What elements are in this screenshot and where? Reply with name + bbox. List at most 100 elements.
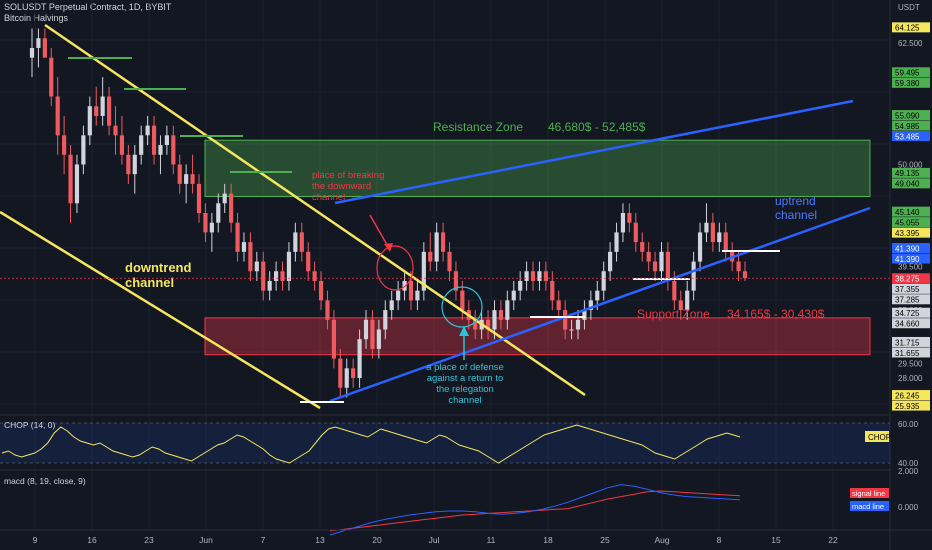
macd-tick: 0.000 xyxy=(898,503,919,512)
candle-body xyxy=(184,174,189,184)
candle-body xyxy=(261,261,266,291)
candle-body xyxy=(351,368,356,379)
price-tag: 59.380 xyxy=(892,77,930,88)
price-axis-tick: 50.000 xyxy=(898,160,923,169)
candle xyxy=(177,154,182,194)
candle xyxy=(376,319,381,359)
symbol-title[interactable]: SOLUSDT Perpetual Contract, 1D, BYBIT xyxy=(4,2,172,12)
candle-body xyxy=(742,271,748,279)
candle xyxy=(453,261,459,301)
candle-body xyxy=(106,96,112,126)
candle-body xyxy=(595,290,600,301)
time-axis-tick: 9 xyxy=(33,535,38,545)
candle-body xyxy=(338,358,343,388)
candle xyxy=(94,86,99,126)
candle xyxy=(139,125,144,165)
candle-body xyxy=(633,222,638,243)
price-tag-label: 43.395 xyxy=(895,229,920,238)
candle-body xyxy=(389,300,394,311)
candle xyxy=(569,319,574,340)
defense-label: a place of defense xyxy=(426,362,504,373)
candle-body xyxy=(447,251,452,272)
candle-body xyxy=(119,135,125,155)
candle-body xyxy=(582,310,587,320)
defense-circle xyxy=(441,286,483,328)
candle xyxy=(29,28,35,78)
candle xyxy=(312,261,317,291)
price-tag-bg xyxy=(892,110,930,121)
price-tag-label: 31.655 xyxy=(895,349,920,358)
price-tag-label: 31.715 xyxy=(895,338,920,347)
price-tag-label: 38.275 xyxy=(895,275,920,284)
candle xyxy=(171,125,176,175)
candle-body xyxy=(736,261,741,272)
candle xyxy=(697,222,703,272)
candle xyxy=(556,290,561,320)
uptrend-upper-line xyxy=(334,99,854,205)
price-tag-bg xyxy=(892,131,930,142)
defense-arrow-head xyxy=(459,326,469,336)
candle-body xyxy=(492,310,497,330)
uptrend-lower-line xyxy=(329,206,871,403)
price-tag-label: 64.125 xyxy=(895,24,920,33)
candle-body xyxy=(87,106,92,136)
candle-body xyxy=(318,280,324,301)
candle xyxy=(575,310,581,340)
candle-body xyxy=(453,271,459,291)
candle xyxy=(588,290,593,320)
candle xyxy=(318,271,324,311)
candle xyxy=(286,242,292,291)
support-label: Support Zone xyxy=(637,307,710,321)
price-tag: 45.055 xyxy=(892,217,930,227)
macd-tag-bg xyxy=(850,501,889,511)
time-axis-tick: 23 xyxy=(144,535,154,545)
chop-line xyxy=(1,424,741,464)
time-axis-tick: Jun xyxy=(199,535,213,545)
candle-body xyxy=(357,339,362,379)
candle-body xyxy=(672,280,677,301)
breaking-label: the downward xyxy=(312,181,371,192)
price-tag-bg xyxy=(892,253,930,264)
candle xyxy=(447,242,452,281)
candle-body xyxy=(286,251,292,281)
candle-body xyxy=(396,290,401,301)
candle-body xyxy=(408,280,414,301)
chop-tick: 60.00 xyxy=(898,420,919,429)
candle-body xyxy=(563,310,568,330)
candle xyxy=(415,280,420,311)
candle-body xyxy=(627,213,632,223)
candle-body xyxy=(473,319,478,330)
resistance-label: Resistance Zone xyxy=(433,120,523,134)
candle xyxy=(704,203,709,243)
candle-body xyxy=(325,300,330,320)
candle xyxy=(620,203,626,243)
indicator-label[interactable]: Bitcoin Halvings xyxy=(4,13,69,23)
candle-body xyxy=(248,242,253,272)
price-tag-bg xyxy=(892,347,930,358)
candle xyxy=(652,251,658,281)
candle-body xyxy=(608,251,613,272)
candle-body xyxy=(158,145,163,155)
candle-body xyxy=(145,125,150,136)
candle-body xyxy=(132,154,137,175)
candle xyxy=(543,261,548,291)
candle xyxy=(196,174,202,223)
candle xyxy=(241,232,247,262)
price-tag: 43.395 xyxy=(892,227,930,238)
candle xyxy=(36,28,41,68)
price-tag-bg xyxy=(892,243,930,254)
defense-label: the relegation xyxy=(436,384,494,395)
candle-body xyxy=(575,319,581,330)
candle xyxy=(485,310,491,340)
price-axis-tick: 28.000 xyxy=(898,374,923,383)
candle xyxy=(119,115,125,165)
price-axis-tick: 62.500 xyxy=(898,39,923,48)
breaking-label: channel xyxy=(312,192,345,203)
resistance-zone xyxy=(204,139,871,197)
price-tag: 49.135 xyxy=(892,167,930,178)
candle-body xyxy=(306,251,311,272)
candle-body xyxy=(274,271,279,281)
candle-body xyxy=(94,106,99,116)
candle xyxy=(145,115,150,146)
candle xyxy=(627,203,632,233)
